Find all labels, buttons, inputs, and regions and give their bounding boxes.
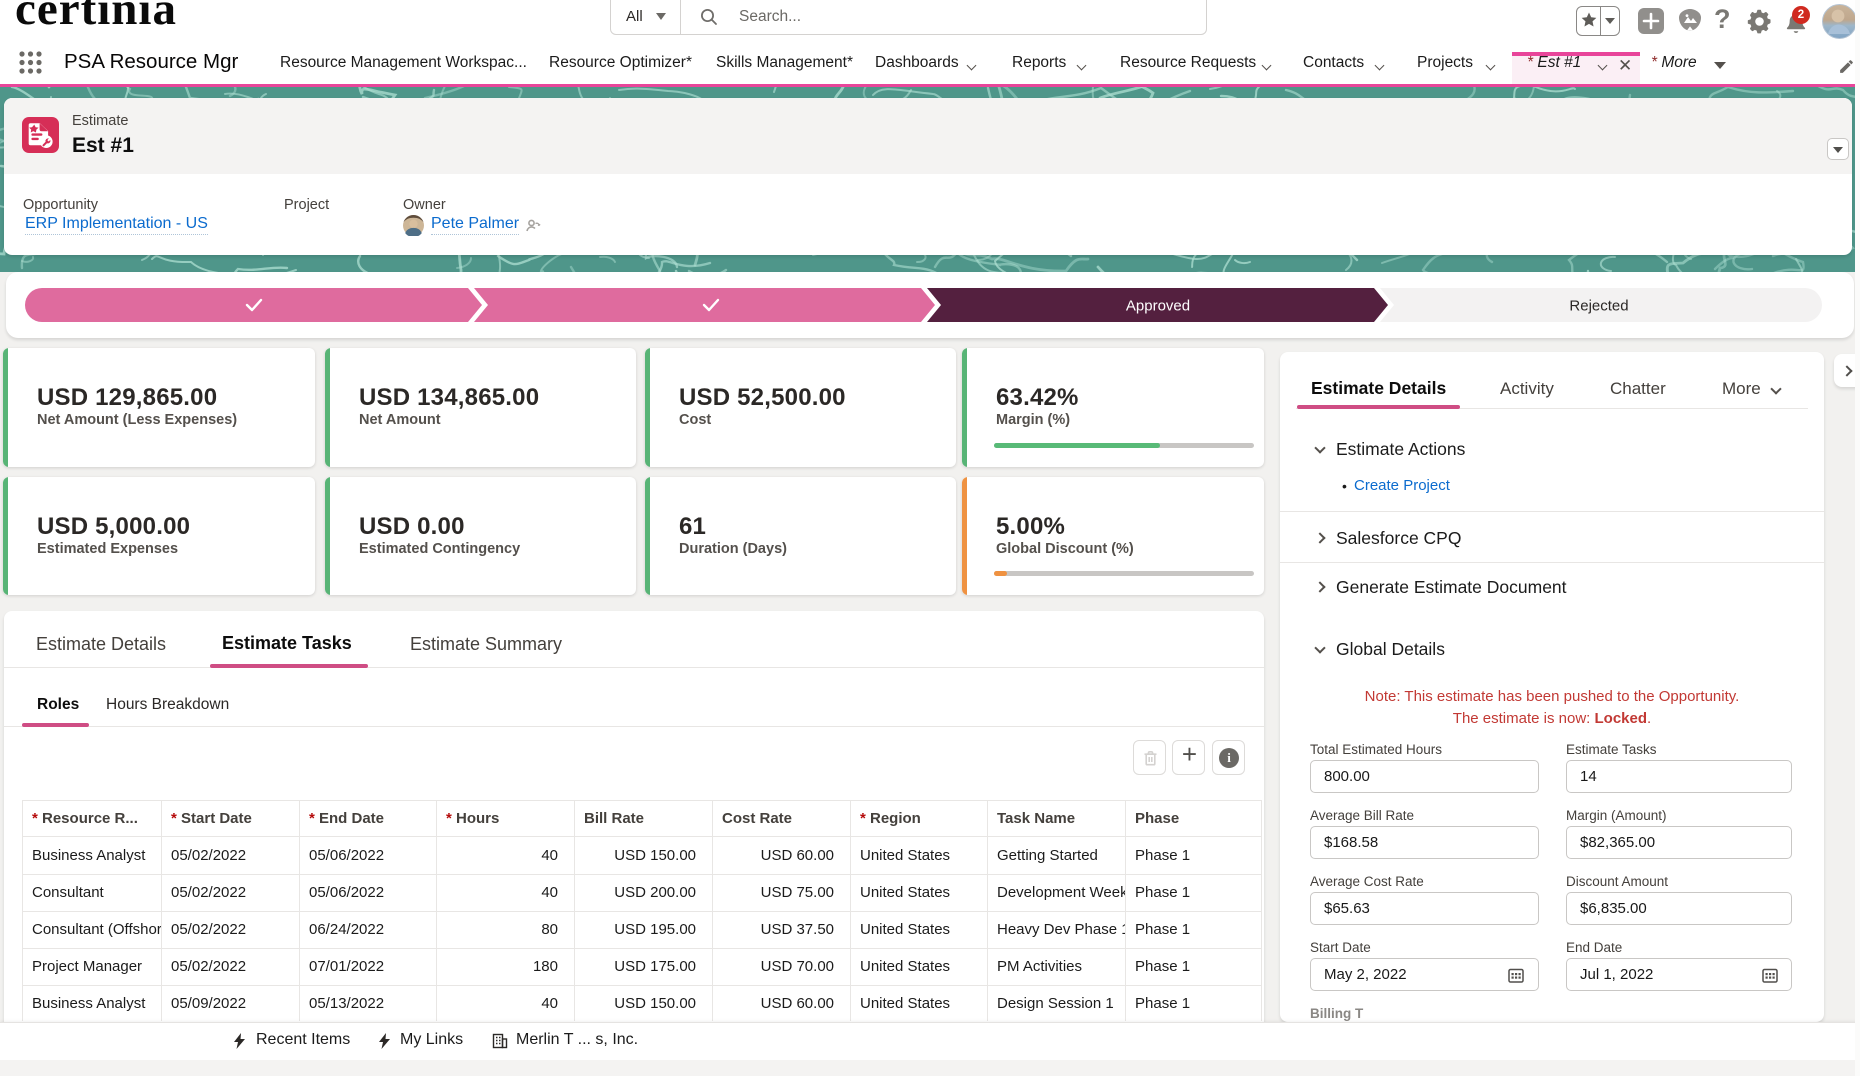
svg-text:Rejected: Rejected	[1569, 298, 1628, 315]
svg-text:Approved: Approved	[1126, 298, 1190, 315]
